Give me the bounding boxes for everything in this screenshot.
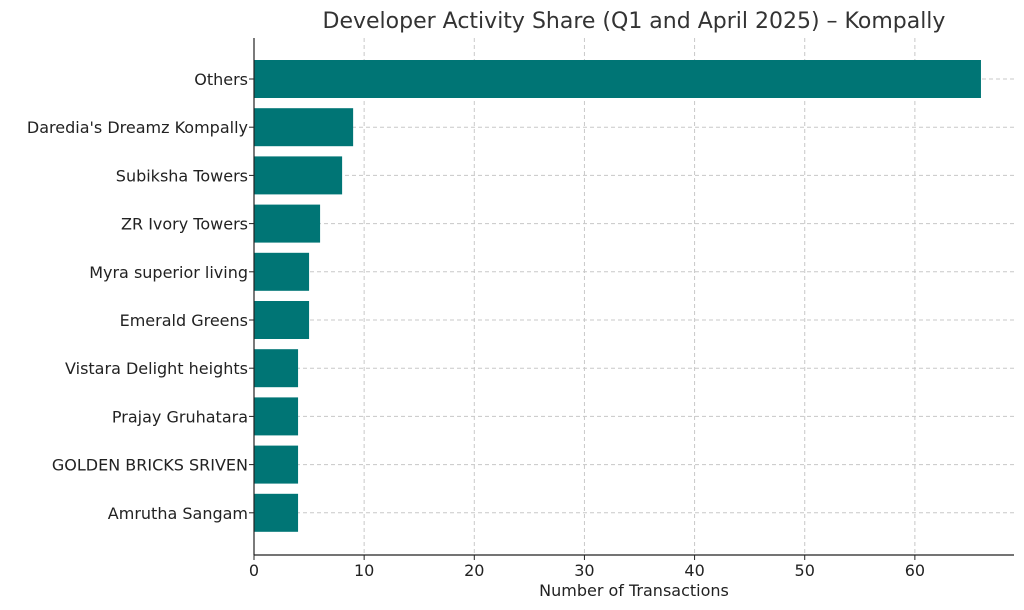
bar (254, 493, 299, 532)
y-tick-label: Amrutha Sangam (108, 504, 248, 523)
bar (254, 156, 343, 195)
bar (254, 204, 321, 243)
bar (254, 301, 310, 339)
x-axis-label: Number of Transactions (539, 581, 729, 600)
x-tick-label: 0 (249, 561, 259, 580)
x-tick-labels: 0 10 20 30 40 50 60 (249, 561, 925, 580)
x-tick-label: 30 (574, 561, 594, 580)
y-tick-label: Vistara Delight heights (65, 359, 248, 378)
x-tick-label: 10 (354, 561, 374, 580)
y-tick-label: Daredia's Dreamz Kompally (27, 118, 248, 137)
bar (254, 349, 299, 388)
y-tick-label: GOLDEN BRICKS SRIVEN (52, 456, 248, 475)
bar (254, 60, 981, 98)
bar (254, 108, 354, 147)
bars (254, 60, 981, 532)
x-tick-label: 40 (684, 561, 704, 580)
bar (254, 397, 299, 436)
y-tick-labels: Others Daredia's Dreamz Kompally Subiksha … (27, 70, 248, 523)
bar (254, 252, 310, 291)
y-tick-label: Myra superior living (89, 263, 248, 282)
x-tick-label: 20 (464, 561, 484, 580)
chart-title: Developer Activity Share (Q1 and April 2… (323, 9, 946, 34)
y-tick-label: Prajay Gruhatara (112, 407, 248, 426)
grid (254, 38, 1014, 555)
bar (254, 445, 299, 484)
y-tick-label: Others (194, 70, 248, 89)
axes (249, 38, 1014, 560)
y-tick-label: Subiksha Towers (116, 166, 248, 185)
x-tick-label: 60 (905, 561, 925, 580)
y-tick-label: Emerald Greens (120, 311, 248, 330)
y-tick-label: ZR Ivory Towers (121, 215, 248, 234)
x-tick-label: 50 (795, 561, 815, 580)
